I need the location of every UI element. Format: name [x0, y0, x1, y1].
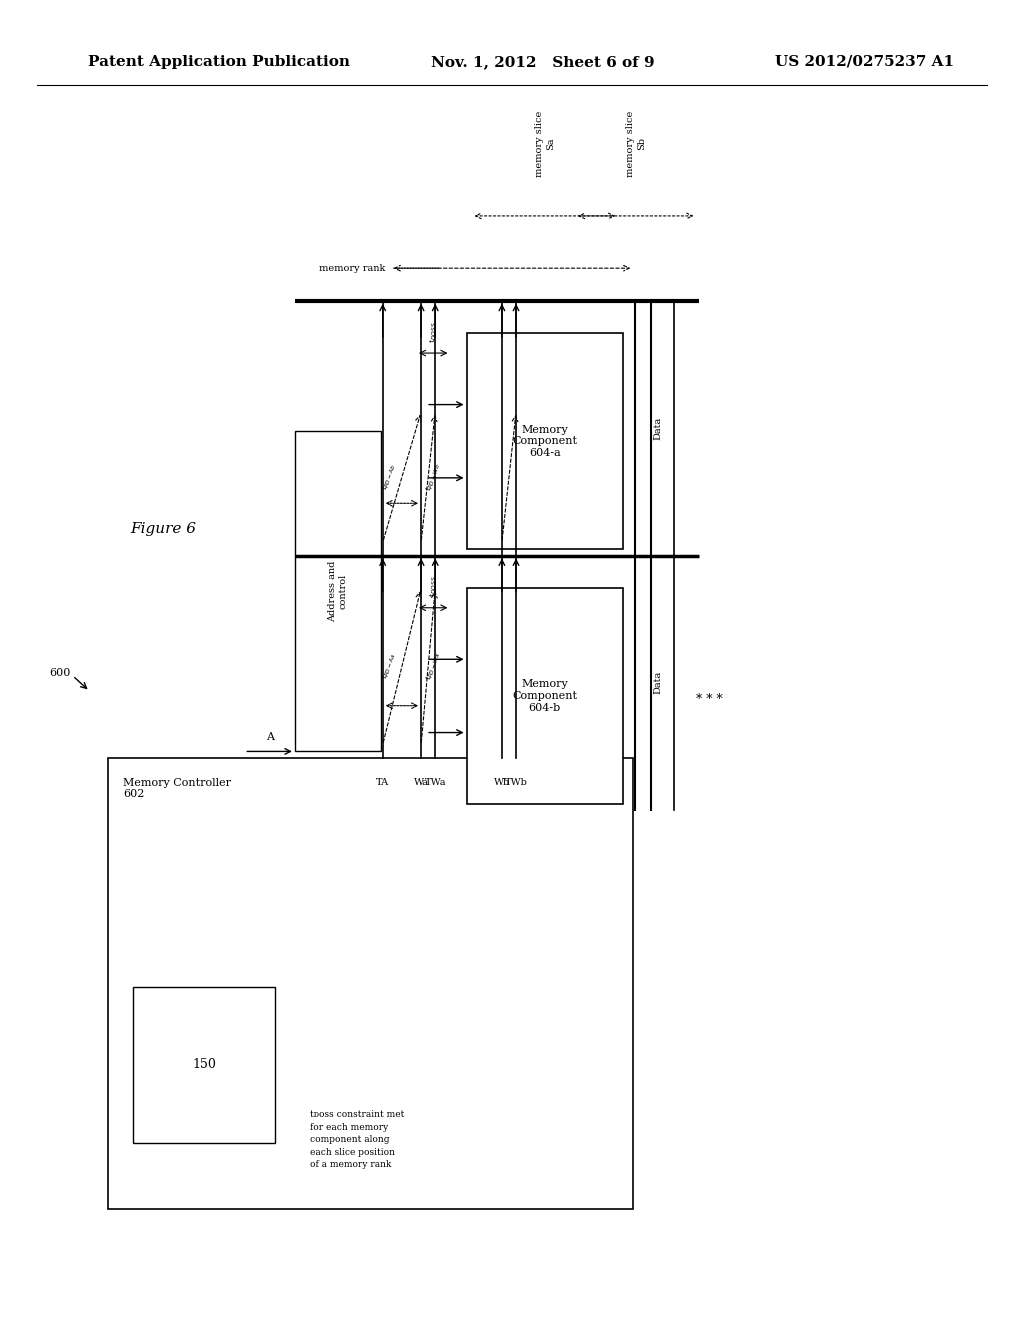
- Text: Data: Data: [653, 672, 663, 694]
- Text: tᴅᴏss constraint met
for each memory
component along
each slice position
of a me: tᴅᴏss constraint met for each memory com…: [310, 1110, 404, 1170]
- Text: t$_{PD-Aa}$: t$_{PD-Aa}$: [381, 652, 399, 681]
- Text: TA: TA: [376, 777, 389, 787]
- Text: t$_{PD-Ab}$: t$_{PD-Ab}$: [381, 462, 399, 492]
- Text: * * *: * * *: [695, 693, 722, 706]
- Text: 150: 150: [191, 1059, 216, 1072]
- Text: US 2012/0275237 A1: US 2012/0275237 A1: [774, 55, 953, 69]
- Text: TWa: TWa: [425, 777, 446, 787]
- Text: Wb: Wb: [494, 777, 510, 787]
- FancyBboxPatch shape: [133, 986, 274, 1143]
- Text: Address and
control: Address and control: [328, 561, 347, 622]
- Text: Memory Controller
602: Memory Controller 602: [123, 777, 231, 799]
- Text: Wa: Wa: [414, 777, 428, 787]
- Text: memory slice
Sb: memory slice Sb: [626, 111, 646, 177]
- Text: Memory
Component
604-b: Memory Component 604-b: [512, 680, 578, 713]
- FancyBboxPatch shape: [467, 334, 624, 549]
- FancyBboxPatch shape: [467, 589, 624, 804]
- Text: Nov. 1, 2012   Sheet 6 of 9: Nov. 1, 2012 Sheet 6 of 9: [431, 55, 654, 69]
- Text: t$_{DQSS}$: t$_{DQSS}$: [428, 321, 438, 343]
- Text: memory slice
Sa: memory slice Sa: [535, 111, 555, 177]
- Text: t$_{PD-Wb}$: t$_{PD-Wb}$: [424, 461, 442, 492]
- Text: memory rank: memory rank: [319, 264, 386, 273]
- Text: TWb: TWb: [505, 777, 527, 787]
- Text: t$_{PD-Wa}$: t$_{PD-Wa}$: [424, 651, 442, 682]
- Text: Memory
Component
604-a: Memory Component 604-a: [512, 425, 578, 458]
- Text: 600: 600: [49, 668, 71, 678]
- Text: t$_{DQSS}$: t$_{DQSS}$: [428, 576, 438, 598]
- Text: Data: Data: [653, 417, 663, 440]
- FancyBboxPatch shape: [108, 758, 633, 1209]
- Text: Patent Application Publication: Patent Application Publication: [88, 55, 350, 69]
- Text: Figure 6: Figure 6: [130, 523, 197, 536]
- FancyBboxPatch shape: [295, 432, 381, 751]
- Text: A: A: [265, 733, 273, 742]
